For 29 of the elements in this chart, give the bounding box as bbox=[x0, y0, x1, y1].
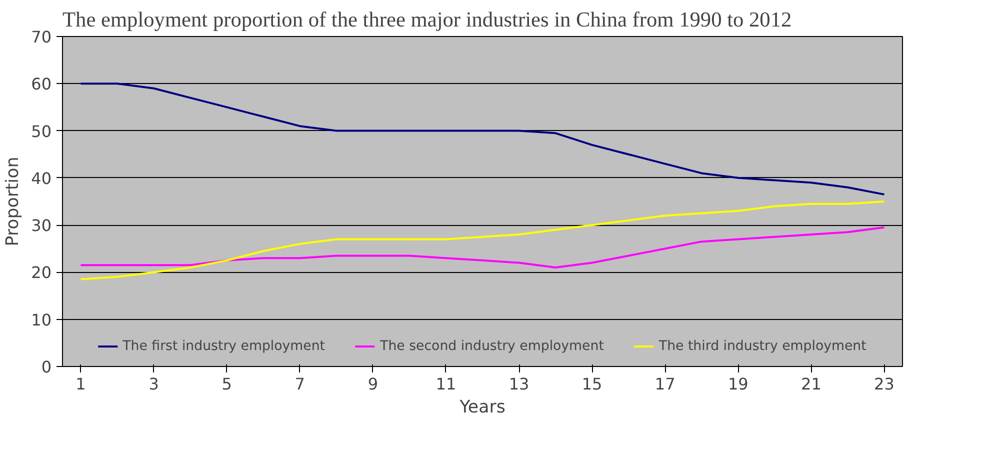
x-axis-title: Years bbox=[458, 398, 506, 418]
x-tick-label: 23 bbox=[874, 374, 894, 394]
x-tick-label: 7 bbox=[294, 374, 305, 394]
x-tick-label: 9 bbox=[368, 374, 378, 394]
legend-label: The third industry employment bbox=[658, 338, 866, 354]
x-tick-label: 5 bbox=[222, 374, 232, 394]
x-tick-label: 3 bbox=[148, 374, 159, 394]
legend-label: The second industry employment bbox=[380, 338, 604, 354]
x-tick-label: 17 bbox=[654, 374, 676, 394]
y-tick-label: 20 bbox=[31, 263, 52, 282]
x-tick-label: 21 bbox=[801, 374, 822, 394]
y-axis-title: Proportion bbox=[3, 156, 24, 246]
x-tick-label: 13 bbox=[508, 374, 530, 394]
line-series bbox=[80, 200, 886, 280]
line-series bbox=[80, 226, 886, 268]
x-tick-label: 1 bbox=[76, 374, 86, 394]
y-tick-label: 40 bbox=[31, 168, 52, 188]
legend-label: The first industry employment bbox=[122, 338, 326, 354]
x-tick-label: 11 bbox=[436, 374, 456, 394]
x-tick-label: 15 bbox=[582, 374, 602, 394]
y-tick-label: 50 bbox=[31, 122, 52, 141]
y-tick-label: 60 bbox=[31, 74, 52, 94]
y-tick-label: 0 bbox=[41, 358, 52, 376]
line-series bbox=[80, 82, 886, 196]
x-tick-label: 19 bbox=[728, 374, 748, 394]
chart-title: The employment proportion of the three major industries in China from 1990 to 2012 bbox=[62, 8, 792, 32]
y-tick-label: 10 bbox=[31, 310, 52, 330]
y-tick-label: 70 bbox=[31, 28, 52, 46]
y-tick-label: 30 bbox=[31, 216, 52, 236]
